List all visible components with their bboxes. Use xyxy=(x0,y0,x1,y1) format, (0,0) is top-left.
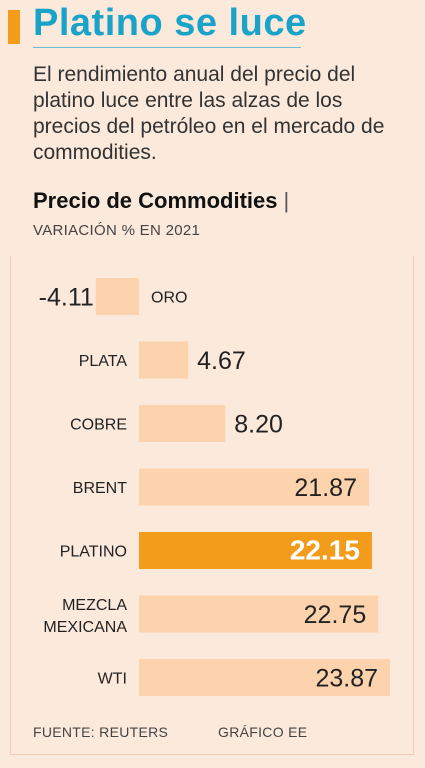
bar-wti xyxy=(139,659,390,696)
bar-plata xyxy=(139,341,189,379)
value-label-platino: 22.15 xyxy=(290,535,360,566)
value-label-plata: 4.67 xyxy=(197,347,246,375)
bar-platino xyxy=(139,532,372,569)
bar-brent xyxy=(139,468,369,506)
category-label-wti: WTI xyxy=(98,671,127,688)
value-label-oro: -4.11 xyxy=(39,284,94,312)
headline: Platino se luce xyxy=(33,2,307,44)
chart-title-separator: | xyxy=(283,188,290,213)
value-label-wti: 23.87 xyxy=(315,665,378,693)
value-label-mezcla-mexicana: 22.75 xyxy=(304,601,367,629)
chart-subtitle: VARIACIÓN % EN 2021 xyxy=(33,222,201,239)
category-label-mezcla-mexicana: MEZCLA MEXICANA xyxy=(43,597,127,636)
source-note: FUENTE: REUTERS xyxy=(33,724,169,740)
bar-oro xyxy=(95,278,139,315)
subtitle: El rendimiento anual del precio del plat… xyxy=(33,63,385,164)
chart-title: Precio de Commodities | xyxy=(33,188,289,214)
plot-frame xyxy=(10,256,414,755)
category-label-brent: BRENT xyxy=(73,480,127,497)
category-label-plata: PLATA xyxy=(79,353,128,370)
headline-divider xyxy=(33,47,301,48)
chart-title-text: Precio de Commodities xyxy=(33,188,278,213)
category-label-platino: PLATINO xyxy=(60,544,127,561)
value-label-brent: 21.87 xyxy=(294,474,357,502)
bar-cobre xyxy=(139,405,226,442)
bar-mezcla-mexicana xyxy=(139,595,379,633)
category-label-oro: ORO xyxy=(151,290,187,307)
value-label-cobre: 8.20 xyxy=(234,411,283,439)
category-label-cobre: COBRE xyxy=(70,417,127,434)
headline-accent-bar xyxy=(8,10,20,44)
graphic-credit: GRÁFICO EE xyxy=(218,724,308,740)
